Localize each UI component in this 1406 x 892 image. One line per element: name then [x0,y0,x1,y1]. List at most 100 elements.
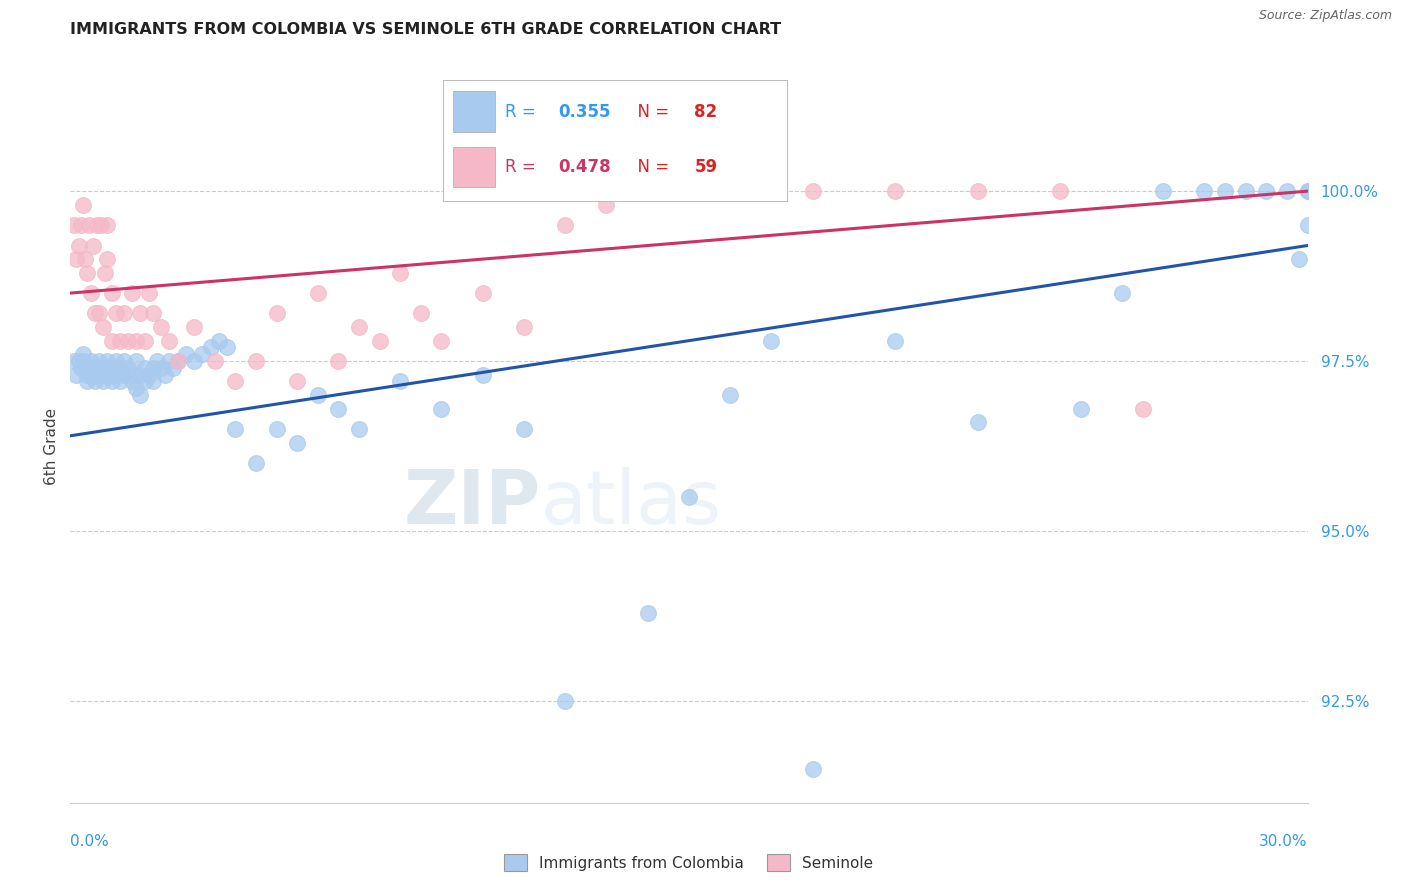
Point [718,388,741,402]
Point [471,286,494,301]
Point [285,435,308,450]
Point [328,354,350,368]
Point [125,334,148,348]
Point [718,184,741,198]
Text: N =: N = [627,103,675,120]
Point [134,360,156,375]
Point [69,218,91,232]
Point [108,360,131,375]
Point [121,368,143,382]
FancyBboxPatch shape [453,91,495,132]
Point [76,266,98,280]
Point [142,375,165,389]
Point [100,286,122,301]
Point [84,306,107,320]
Point [90,218,112,232]
Point [138,286,160,301]
Point [100,334,122,348]
Point [63,218,86,232]
Point [117,334,139,348]
Point [77,218,100,232]
Point [884,334,907,348]
Point [157,334,180,348]
Point [1194,184,1216,198]
Point [884,184,907,198]
Point [100,375,122,389]
Point [94,266,117,280]
Text: 0.355: 0.355 [558,103,610,120]
Point [82,238,104,252]
Point [200,341,222,355]
Point [966,415,988,429]
Point [430,401,453,416]
Point [554,694,576,708]
Point [142,360,165,375]
Point [761,184,783,198]
Point [328,401,350,416]
Point [125,381,148,395]
Point [72,198,94,212]
Point [1288,252,1310,266]
Point [183,354,205,368]
Point [513,320,536,334]
Point [162,360,184,375]
Point [91,375,114,389]
Point [96,354,118,368]
Point [117,360,139,375]
Text: ZIP: ZIP [404,467,540,540]
Point [89,306,111,320]
Point [1275,184,1298,198]
Point [245,354,267,368]
Point [72,354,94,368]
Point [80,368,103,382]
Point [215,341,238,355]
Point [142,306,165,320]
Point [153,368,176,382]
Point [69,360,91,375]
Text: 30.0%: 30.0% [1260,834,1308,849]
Point [112,354,135,368]
Point [150,320,173,334]
Point [191,347,214,361]
Text: Source: ZipAtlas.com: Source: ZipAtlas.com [1258,9,1392,22]
Point [513,422,536,436]
Legend: Immigrants from Colombia, Seminole: Immigrants from Colombia, Seminole [498,848,880,877]
Point [595,198,617,212]
Point [1296,184,1319,198]
Point [76,375,98,389]
Point [104,368,127,382]
Point [266,422,288,436]
Point [1070,401,1092,416]
Point [224,375,246,389]
Point [91,320,114,334]
Text: 59: 59 [695,158,717,176]
Point [100,360,122,375]
Point [204,354,226,368]
Point [89,354,111,368]
Point [471,368,494,382]
Text: 82: 82 [695,103,717,120]
Point [208,334,231,348]
Text: atlas: atlas [540,467,721,540]
Point [183,320,205,334]
Point [138,368,160,382]
Point [67,354,90,368]
Point [121,286,143,301]
Point [347,422,370,436]
Point [108,375,131,389]
Point [84,375,107,389]
Point [146,354,169,368]
Point [1111,286,1133,301]
Point [80,286,103,301]
Text: R =: R = [505,158,541,176]
Point [121,375,143,389]
Point [86,218,108,232]
Point [166,354,188,368]
Point [174,347,197,361]
Point [1296,184,1319,198]
Text: N =: N = [627,158,675,176]
Point [1132,401,1154,416]
Point [430,334,453,348]
Point [96,368,118,382]
Point [389,375,412,389]
